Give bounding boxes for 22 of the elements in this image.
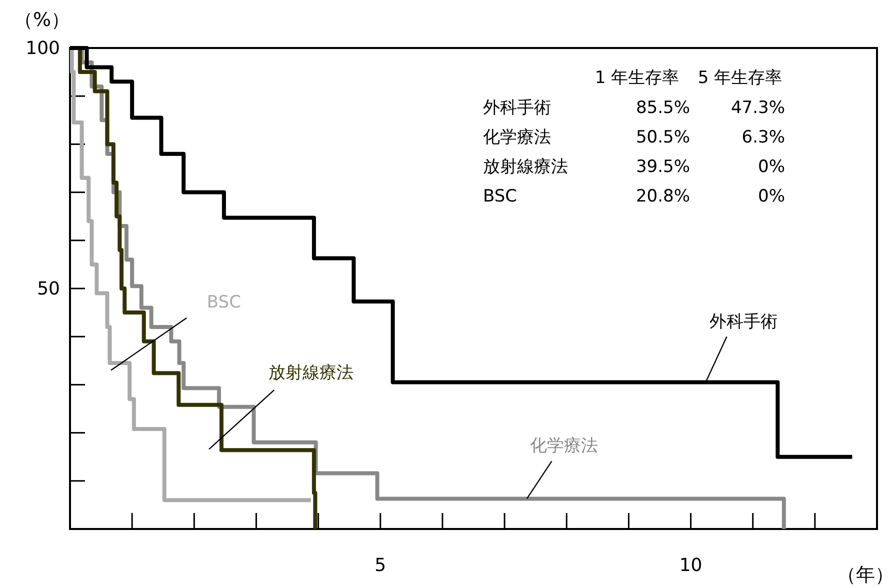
text: 85.5% — [636, 98, 690, 118]
text: 20.8% — [636, 186, 690, 206]
text: 6.3% — [742, 128, 785, 148]
text: BSC — [483, 186, 518, 206]
x-tick-label: 5 — [374, 555, 386, 576]
x-axis-title: （年） — [837, 564, 894, 586]
text: 放射線療法 — [483, 157, 568, 177]
text: 外科手術 — [483, 98, 551, 118]
y-tick-label: 100 — [26, 38, 60, 59]
x-tick-label: 10 — [679, 555, 702, 576]
text: 1 年生存率 — [594, 68, 680, 88]
text: 5 年生存率 — [698, 68, 782, 88]
y-tick-label: 50 — [37, 278, 60, 300]
text: 化学療法 — [483, 128, 551, 148]
text: 0% — [758, 186, 785, 206]
label-series: 化学療法 — [526, 436, 598, 500]
text: 0% — [758, 157, 785, 177]
text: 39.5% — [636, 157, 690, 177]
label-series: 外科手術 — [705, 312, 778, 383]
text: 47.3% — [730, 98, 785, 118]
text: 50.5% — [636, 128, 690, 148]
y-axis-title: （%） — [14, 9, 70, 31]
